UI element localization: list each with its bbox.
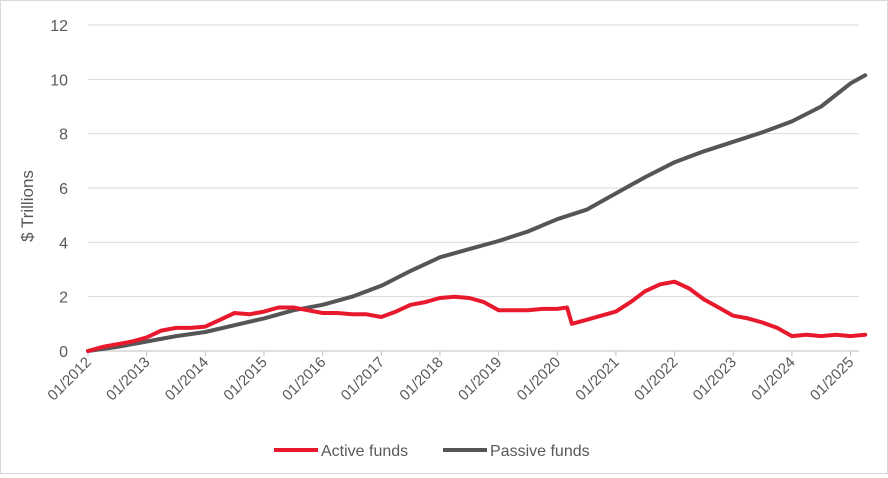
legend: Active funds Passive funds	[274, 443, 590, 460]
x-tick-label: 01/2025	[807, 354, 857, 404]
x-tick-label: 01/2013	[103, 354, 153, 404]
y-tick-label: 6	[59, 181, 68, 198]
x-tick-label: 01/2022	[631, 354, 681, 404]
y-tick-label: 0	[59, 344, 68, 361]
series-line-passive-funds	[86, 73, 868, 353]
x-tick-label: 01/2018	[396, 354, 446, 404]
legend-label-active-funds: Active funds	[321, 443, 408, 460]
y-tick-label: 8	[59, 127, 68, 144]
x-tick-label: 01/2014	[162, 354, 212, 404]
x-tick-label: 01/2023	[690, 354, 740, 404]
legend-label-passive-funds: Passive funds	[490, 443, 590, 460]
x-tick-label: 01/2017	[338, 354, 388, 404]
x-tick-label: 01/2016	[279, 354, 329, 404]
x-tick-label: 01/2012	[44, 354, 94, 404]
y-tick-label: 12	[50, 18, 68, 35]
x-tick-label: 01/2019	[455, 354, 505, 404]
gridlines	[88, 24, 859, 298]
y-tick-label: 4	[59, 235, 68, 252]
y-tick-label: 10	[50, 72, 68, 89]
x-tick-label: 01/2015	[220, 354, 270, 404]
y-axis-ticks: 0 2 4 6 8 10 12	[50, 18, 68, 361]
x-axis-ticks: 01/2012 01/2013 01/2014 01/2015 01/2016 01/20…	[44, 351, 857, 404]
series-line-active-funds	[86, 279, 868, 353]
series-lines	[86, 73, 868, 353]
x-tick-label: 01/2020	[514, 354, 564, 404]
x-tick-label: 01/2021	[572, 354, 622, 404]
y-tick-label: 2	[59, 290, 68, 307]
y-axis-label: $ Trillions	[18, 170, 37, 242]
x-tick-label: 01/2024	[748, 354, 798, 404]
